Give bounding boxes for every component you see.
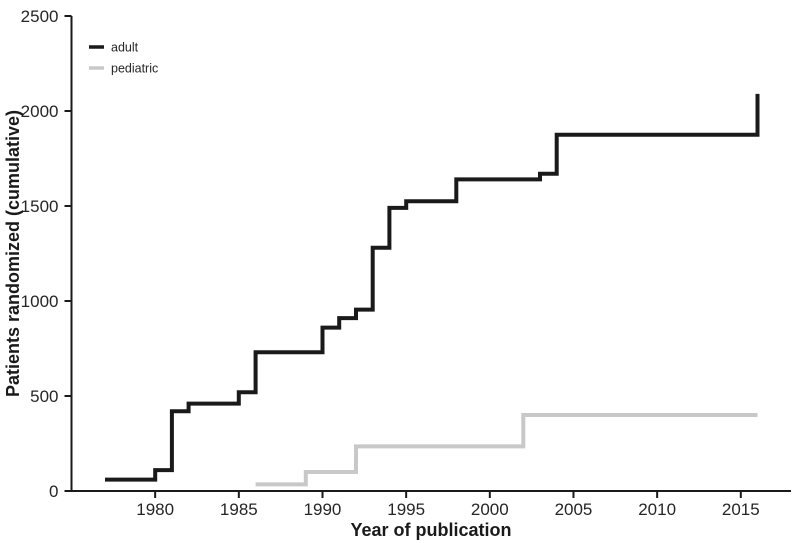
legend-label-pediatric: pediatric [111,62,158,76]
y-tick-label: 2000 [21,102,59,121]
y-tick-label: 0 [49,482,58,501]
y-tick-label: 2500 [21,7,59,26]
x-tick-label: 1990 [304,500,342,519]
x-tick-label: 1995 [387,500,425,519]
y-axis-ticks: 0 500 1000 1500 2000 2500 [21,7,72,501]
series-line-pediatric [255,413,758,487]
x-tick-label: 1980 [136,500,174,519]
x-tick-label: 2015 [722,500,760,519]
x-tick-label: 2000 [471,500,509,519]
x-tick-label: 1985 [220,500,258,519]
x-axis-title: Year of publication [350,520,511,540]
legend: adult pediatric [89,41,158,76]
x-axis-ticks: 1980 1985 1990 1995 2000 2005 2010 2015 [136,491,760,519]
legend-label-adult: adult [111,41,139,55]
series-lines [105,93,760,487]
y-tick-label: 1000 [21,292,59,311]
series-line-adult [105,93,760,482]
y-axis-title: Patients randomized (cumulative) [3,110,23,397]
x-tick-label: 2010 [638,500,676,519]
y-tick-label: 500 [30,387,58,406]
x-tick-label: 2005 [555,500,593,519]
y-tick-label: 1500 [21,197,59,216]
axis-spines [70,16,791,492]
